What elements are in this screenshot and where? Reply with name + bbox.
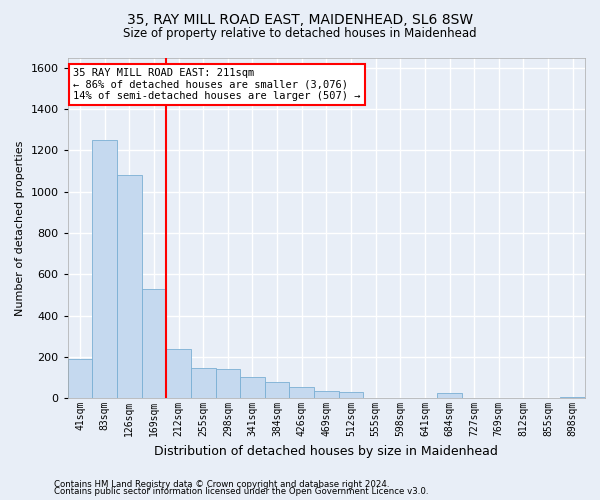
Bar bbox=[68, 359, 92, 398]
Bar bbox=[92, 140, 117, 398]
Text: Contains HM Land Registry data © Crown copyright and database right 2024.: Contains HM Land Registry data © Crown c… bbox=[54, 480, 389, 489]
Text: Contains public sector information licensed under the Open Government Licence v3: Contains public sector information licen… bbox=[54, 488, 428, 496]
Bar bbox=[166, 348, 191, 398]
Text: Size of property relative to detached houses in Maidenhead: Size of property relative to detached ho… bbox=[123, 28, 477, 40]
Bar bbox=[215, 368, 240, 398]
Bar bbox=[314, 391, 338, 398]
Bar bbox=[191, 368, 215, 398]
Text: 35 RAY MILL ROAD EAST: 211sqm
← 86% of detached houses are smaller (3,076)
14% o: 35 RAY MILL ROAD EAST: 211sqm ← 86% of d… bbox=[73, 68, 361, 101]
Text: 35, RAY MILL ROAD EAST, MAIDENHEAD, SL6 8SW: 35, RAY MILL ROAD EAST, MAIDENHEAD, SL6 … bbox=[127, 12, 473, 26]
Bar bbox=[117, 175, 142, 398]
Y-axis label: Number of detached properties: Number of detached properties bbox=[15, 140, 25, 316]
Bar bbox=[240, 378, 265, 398]
Bar bbox=[142, 288, 166, 398]
Bar bbox=[560, 397, 585, 398]
X-axis label: Distribution of detached houses by size in Maidenhead: Distribution of detached houses by size … bbox=[154, 444, 498, 458]
Bar bbox=[265, 382, 289, 398]
Bar bbox=[289, 387, 314, 398]
Bar bbox=[338, 392, 364, 398]
Bar bbox=[437, 393, 462, 398]
